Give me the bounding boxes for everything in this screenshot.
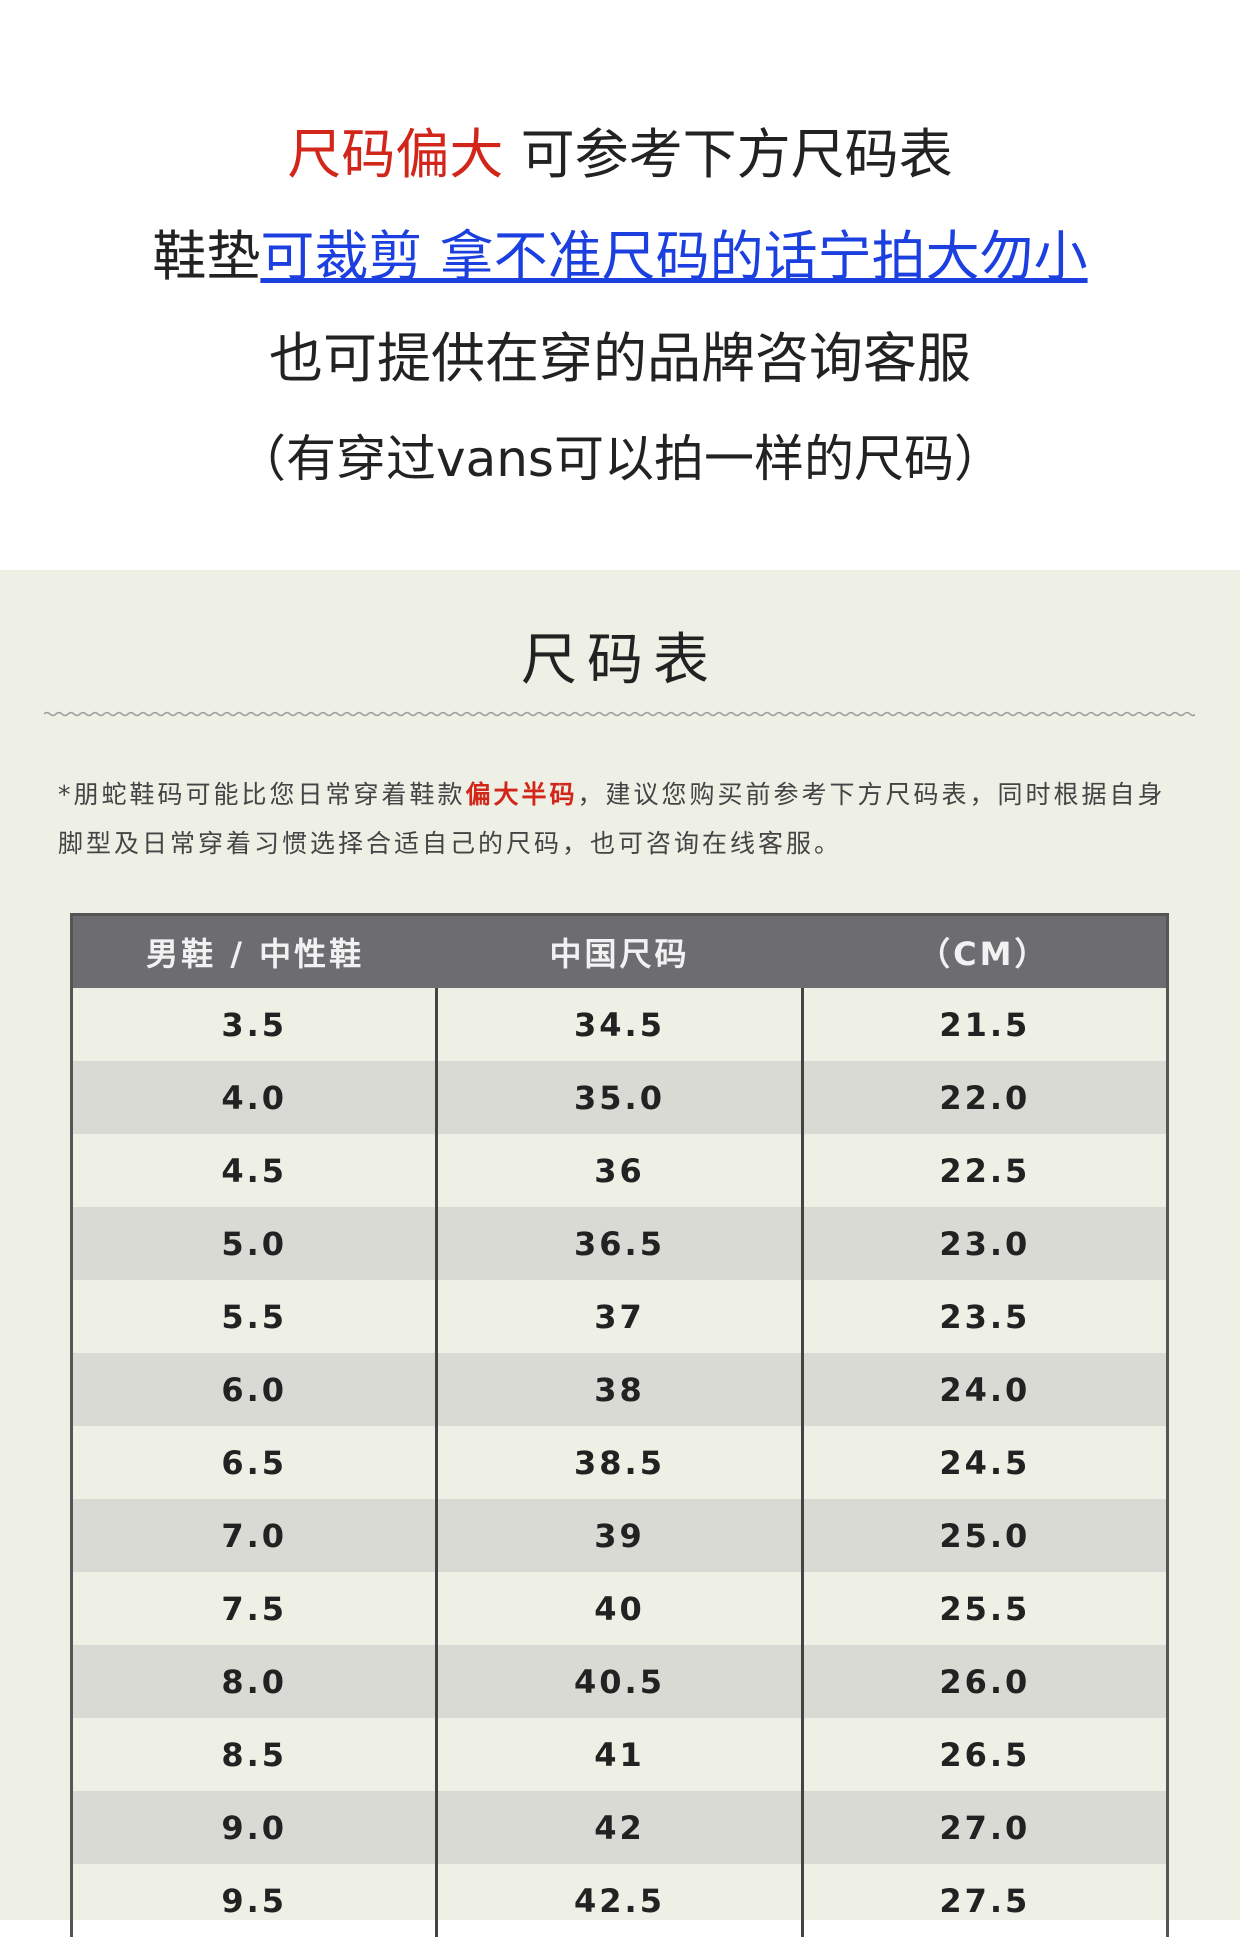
table-cell: 23.0 (800, 1207, 1166, 1280)
header-cell: 男鞋 / 中性鞋 (146, 935, 365, 973)
table-cell: 27.5 (800, 1864, 1166, 1937)
table-cell: 6.5 (221, 1443, 287, 1482)
table-cell: 7.5 (221, 1589, 287, 1628)
table-row: 8.5 41 26.5 (73, 1718, 1166, 1791)
text: ，建议您购买前参考下方尺码表，同时根据自身脚型及日常穿着习惯选择合适自己的尺码，… (58, 780, 1166, 858)
table-cell: 34.5 (435, 988, 800, 1061)
table-cell: 25.0 (800, 1499, 1166, 1572)
table-cell: 26.5 (800, 1718, 1166, 1791)
section-title: 尺码表 (521, 628, 719, 693)
table-cell: 38 (435, 1353, 800, 1426)
table-cell: 9.5 (221, 1881, 287, 1920)
notice-line: 尺码偏大 可参考下方尺码表 (0, 120, 1240, 190)
table-row: 5.5 37 23.5 (73, 1280, 1166, 1353)
link[interactable]: 可裁剪 拿不准尺码的话宁拍大勿小 (260, 225, 1088, 288)
header-row: 男鞋 / 中性鞋 中国尺码 （CM） (73, 916, 1166, 988)
table-cell: 37 (435, 1280, 800, 1353)
table-row: 7.0 39 25.0 (73, 1499, 1166, 1572)
table-cell: 38.5 (435, 1426, 800, 1499)
table-cell: 5.5 (221, 1297, 287, 1336)
highlight: 偏大半码 (465, 780, 578, 809)
table-row: 9.0 42 27.0 (73, 1791, 1166, 1864)
table-cell: 27.0 (800, 1791, 1166, 1864)
text: 鞋垫 (152, 225, 261, 288)
size-chart-section: 尺码表 *朋蛇鞋码可能比您日常穿着鞋款偏大半码，建议您购买前参考下方尺码表，同时… (0, 570, 1240, 1937)
table-cell: 35.0 (435, 1061, 800, 1134)
header-cell: 中国尺码 (549, 935, 690, 973)
table-cell: 4.0 (221, 1078, 287, 1117)
table-cell: 4.5 (221, 1151, 287, 1190)
notice-line: （有穿过vans可以拍一样的尺码） (236, 430, 1004, 488)
table-cell: 22.5 (800, 1134, 1166, 1207)
table-cell: 7.0 (221, 1516, 287, 1555)
table-row: 3.5 34.5 21.5 (73, 988, 1166, 1061)
table-cell: 8.0 (221, 1662, 287, 1701)
text: 可参考下方尺码表 (503, 123, 953, 186)
size-table: 男鞋 / 中性鞋 中国尺码 （CM） 3.5 34.5 21.5 4.0 35.0 22.0 4.… (70, 913, 1169, 1937)
note: *朋蛇鞋码可能比您日常穿着鞋款偏大半码，建议您购买前参考下方尺码表，同时根据自身… (58, 770, 1188, 868)
table-cell: 24.5 (800, 1426, 1166, 1499)
table-row: 5.0 36.5 23.0 (73, 1207, 1166, 1280)
divider (44, 711, 1195, 717)
table-cell: 42 (435, 1791, 800, 1864)
table-cell: 36 (435, 1134, 800, 1207)
table-cell: 25.5 (800, 1572, 1166, 1645)
table-cell: 41 (435, 1718, 800, 1791)
table-cell: 24.0 (800, 1353, 1166, 1426)
table-cell: 3.5 (221, 1005, 287, 1044)
text: *朋蛇鞋码可能比您日常穿着鞋款 (58, 780, 466, 809)
table-cell: 23.5 (800, 1280, 1166, 1353)
table-cell: 6.0 (221, 1370, 287, 1409)
notice-line: 鞋垫可裁剪 拿不准尺码的话宁拍大勿小 (0, 222, 1240, 292)
notice-line: 也可提供在穿的品牌咨询客服 (269, 327, 971, 390)
header-cell: （CM） (918, 935, 1050, 973)
highlight: 尺码偏大 (287, 123, 504, 186)
table-cell: 5.0 (221, 1224, 287, 1263)
table-cell: 36.5 (435, 1207, 800, 1280)
table-row: 4.5 36 22.5 (73, 1134, 1166, 1207)
table-row: 9.5 42.5 27.5 (73, 1864, 1166, 1937)
table-row: 6.5 38.5 24.5 (73, 1426, 1166, 1499)
table-cell: 39 (435, 1499, 800, 1572)
table-row: 7.5 40 25.5 (73, 1572, 1166, 1645)
table-cell: 42.5 (435, 1864, 800, 1937)
table-row: 4.0 35.0 22.0 (73, 1061, 1166, 1134)
table-cell: 21.5 (800, 988, 1166, 1061)
notice-section: 尺码偏大 可参考下方尺码表 鞋垫可裁剪 拿不准尺码的话宁拍大勿小 也可提供在穿的… (0, 0, 1240, 570)
table-cell: 40 (435, 1572, 800, 1645)
table-cell: 40.5 (435, 1645, 800, 1718)
table-cell: 8.5 (221, 1735, 287, 1774)
table-row: 6.0 38 24.0 (73, 1353, 1166, 1426)
table-cell: 22.0 (800, 1061, 1166, 1134)
table-cell: 26.0 (800, 1645, 1166, 1718)
table-row: 8.0 40.5 26.0 (73, 1645, 1166, 1718)
table-cell: 9.0 (221, 1808, 287, 1847)
